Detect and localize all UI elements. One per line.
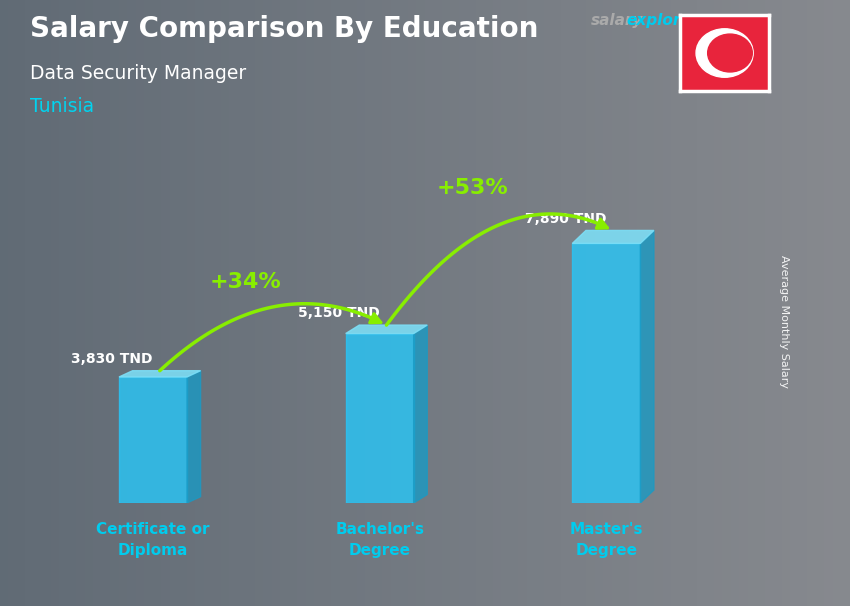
Text: .com: .com	[678, 13, 719, 28]
Bar	[572, 244, 640, 503]
Text: salary: salary	[591, 13, 643, 28]
Polygon shape	[729, 46, 745, 59]
Circle shape	[696, 28, 753, 77]
Bar	[346, 333, 414, 503]
Polygon shape	[414, 325, 428, 503]
Polygon shape	[572, 230, 654, 244]
Text: 7,890 TND: 7,890 TND	[524, 211, 606, 225]
Text: 5,150 TND: 5,150 TND	[298, 306, 380, 320]
Text: +34%: +34%	[210, 273, 282, 293]
Text: Average Monthly Salary: Average Monthly Salary	[779, 255, 789, 388]
Circle shape	[708, 34, 752, 72]
Text: Data Security Manager: Data Security Manager	[30, 64, 246, 82]
Text: Tunisia: Tunisia	[30, 97, 94, 116]
Text: +53%: +53%	[437, 178, 508, 198]
Bar	[119, 377, 187, 503]
Polygon shape	[119, 371, 201, 377]
Polygon shape	[346, 325, 428, 333]
Text: Salary Comparison By Education: Salary Comparison By Education	[30, 15, 538, 43]
Text: 3,830 TND: 3,830 TND	[71, 351, 153, 366]
Polygon shape	[640, 230, 654, 503]
Polygon shape	[187, 371, 201, 503]
Text: explorer: explorer	[626, 13, 699, 28]
